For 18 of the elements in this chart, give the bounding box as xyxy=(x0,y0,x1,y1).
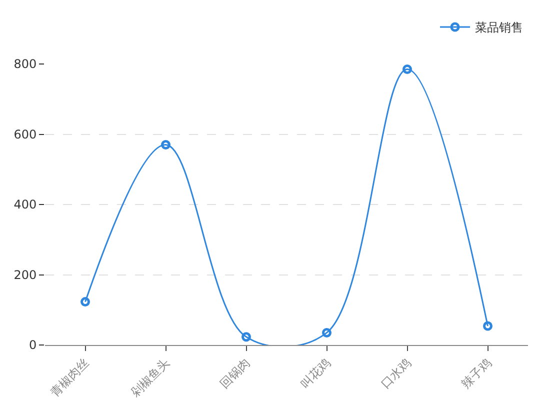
point xyxy=(402,64,412,74)
y-tick-label: 600 xyxy=(14,127,37,142)
point xyxy=(80,297,90,307)
point xyxy=(242,332,251,342)
point xyxy=(322,328,332,338)
x-tick-label: 剁椒鱼头 xyxy=(128,356,172,400)
y-tick-label: 400 xyxy=(14,198,37,212)
point xyxy=(161,140,170,150)
x-tick-label: 青椒肉丝 xyxy=(48,356,92,400)
x-tick-label: 口水鸡 xyxy=(378,356,414,392)
y-tick-label: 200 xyxy=(14,268,37,282)
x-tick-label: 辣子鸡 xyxy=(458,356,494,392)
y-tick-label: 800 xyxy=(14,57,37,72)
x-tick-label: 叫花鸡 xyxy=(298,356,334,392)
y-tick-label: 0 xyxy=(28,338,37,352)
x-tick-label: 回锅肉 xyxy=(217,356,253,392)
point xyxy=(483,321,492,331)
legend-label: 菜品销售 xyxy=(475,20,523,35)
